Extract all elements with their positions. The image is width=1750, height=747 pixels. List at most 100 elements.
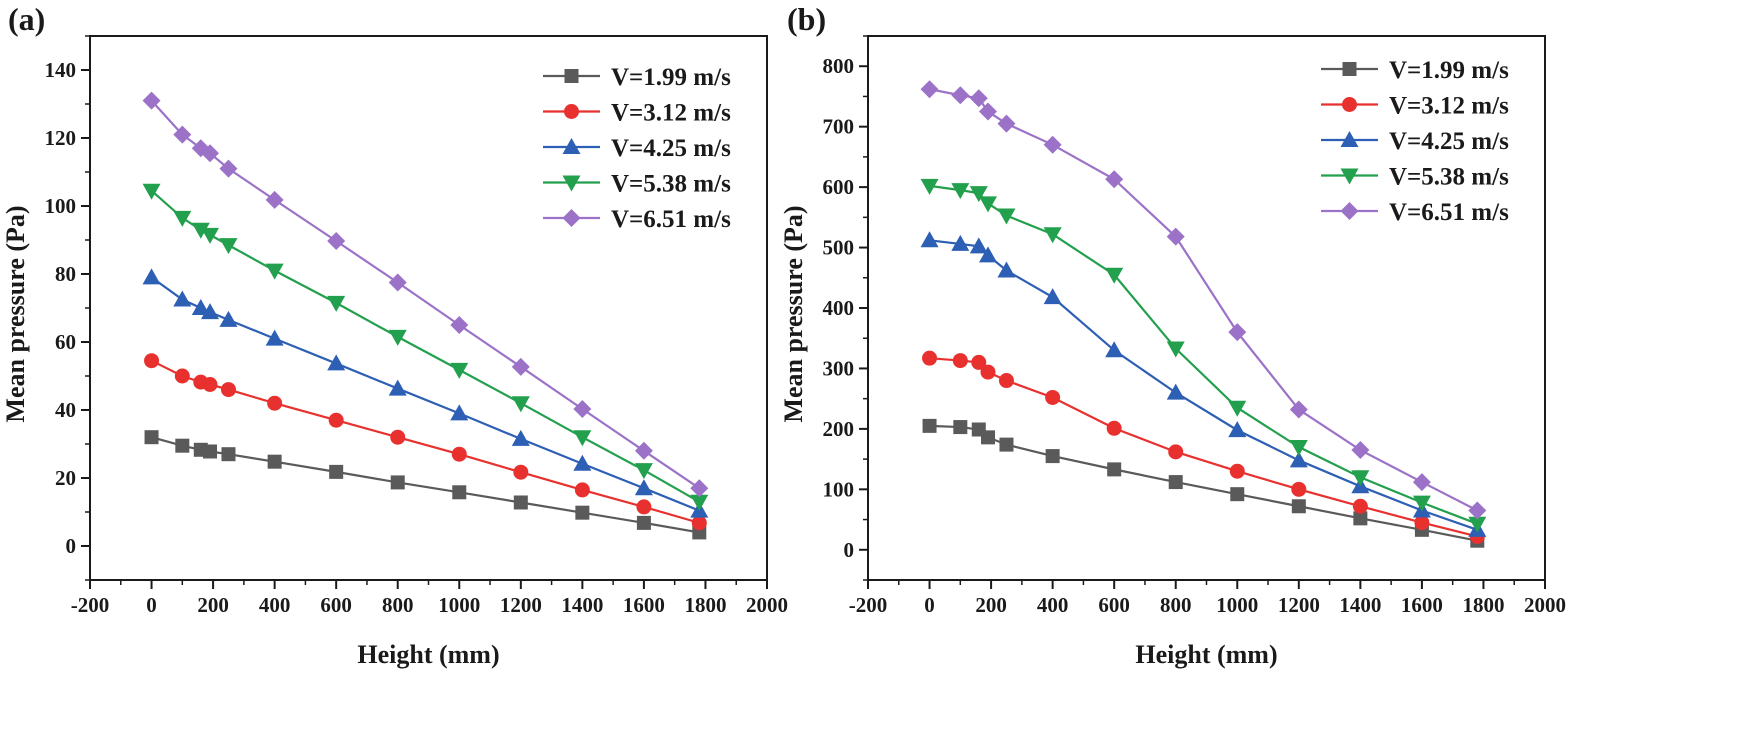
data-point — [922, 418, 937, 433]
data-point — [952, 353, 968, 369]
data-point — [574, 482, 590, 498]
data-point — [174, 368, 190, 384]
data-point — [573, 399, 592, 418]
data-point — [203, 444, 218, 459]
data-point — [1228, 400, 1247, 417]
x-tick-label: 200 — [975, 593, 1007, 617]
data-point — [920, 178, 939, 195]
x-tick-label: 0 — [146, 593, 157, 617]
legend-entry: V=3.12 m/s — [1321, 93, 1509, 120]
data-point — [1289, 440, 1308, 457]
x-tick-label: 1200 — [500, 593, 542, 617]
data-point — [980, 364, 996, 380]
data-point — [175, 438, 190, 453]
legend-label: V=1.99 m/s — [611, 64, 731, 91]
data-point — [327, 354, 346, 371]
data-point — [450, 404, 469, 421]
data-point — [1353, 511, 1368, 526]
x-tick-label: 400 — [259, 593, 291, 617]
data-point — [1289, 400, 1308, 419]
data-point — [1351, 441, 1370, 460]
x-tick-label: 1800 — [684, 593, 726, 617]
data-point — [953, 420, 968, 435]
data-point — [221, 447, 236, 462]
data-point — [219, 159, 238, 178]
legend-entry: V=1.99 m/s — [543, 64, 731, 91]
data-point — [1468, 501, 1487, 520]
x-tick-label: 2000 — [1524, 593, 1566, 617]
legend-marker — [564, 69, 579, 83]
series-v-4-25-m-s — [142, 268, 709, 518]
data-point — [388, 379, 407, 396]
x-tick-label: 1000 — [438, 593, 480, 617]
data-point — [575, 505, 590, 520]
data-point — [1412, 495, 1431, 512]
data-point — [511, 357, 530, 376]
y-tick-label: 500 — [823, 236, 855, 260]
legend-entry: V=5.38 m/s — [1321, 164, 1509, 191]
x-tick-label: 1200 — [1278, 593, 1320, 617]
data-point — [1168, 475, 1183, 490]
panel-label: (a) — [8, 1, 45, 37]
data-point — [634, 463, 653, 480]
data-point — [329, 464, 344, 479]
data-point — [328, 412, 344, 428]
data-point — [1166, 227, 1185, 246]
data-point — [1105, 341, 1124, 358]
data-point — [452, 485, 467, 500]
data-point — [388, 329, 407, 346]
legend-marker — [564, 104, 579, 119]
y-tick-label: 200 — [823, 417, 855, 441]
data-point — [1043, 135, 1062, 154]
data-point — [1291, 499, 1306, 514]
data-point — [513, 464, 529, 480]
y-tick-label: 20 — [55, 466, 76, 490]
panel-b: -200 0 200 400 600 800 1000 1200 1400 1600 1800 200… — [779, 1, 1566, 669]
legend-marker — [1342, 97, 1357, 112]
data-point — [267, 395, 283, 411]
data-point — [1045, 389, 1061, 405]
panel-label: (b) — [787, 1, 826, 37]
y-axis-title: Mean pressure (Pa) — [1, 205, 30, 422]
data-point — [1230, 487, 1245, 502]
data-point — [144, 353, 160, 369]
y-axis-title: Mean pressure (Pa) — [779, 205, 808, 422]
data-point — [267, 454, 282, 469]
x-tick-label: 1800 — [1462, 593, 1504, 617]
data-point — [265, 263, 284, 280]
data-point — [1105, 170, 1124, 189]
x-tick-label: 1400 — [561, 593, 603, 617]
data-point — [999, 437, 1014, 452]
data-point — [1414, 515, 1430, 531]
series-v-5-38-m-s — [142, 183, 709, 511]
data-point — [1166, 341, 1185, 358]
data-point — [979, 102, 998, 121]
data-point — [969, 237, 988, 254]
data-point — [1107, 462, 1122, 477]
data-point — [573, 430, 592, 447]
x-tick-label: 200 — [197, 593, 229, 617]
y-tick-label: 300 — [823, 356, 855, 380]
legend-label: V=3.12 m/s — [1389, 93, 1509, 120]
legend-label: V=5.38 m/s — [1389, 164, 1509, 191]
data-point — [142, 183, 161, 200]
legend-marker — [562, 209, 581, 227]
series-v-6-51-m-s — [142, 91, 709, 498]
data-point — [636, 515, 651, 530]
data-point — [191, 299, 210, 315]
data-point — [451, 446, 467, 462]
x-axis-title: Height (mm) — [357, 640, 499, 669]
data-point — [1168, 444, 1184, 460]
legend-label: V=4.25 m/s — [611, 135, 731, 162]
data-point — [219, 238, 238, 255]
y-tick-label: 60 — [55, 330, 76, 354]
series-v-1-99-m-s — [144, 430, 707, 540]
series-v-6-51-m-s — [920, 80, 1487, 520]
y-tick-label: 700 — [823, 115, 855, 139]
data-point — [1291, 481, 1307, 497]
y-tick-label: 0 — [844, 538, 855, 562]
y-tick-label: 120 — [45, 126, 77, 150]
y-tick-label: 0 — [66, 534, 77, 558]
data-point — [265, 190, 284, 209]
